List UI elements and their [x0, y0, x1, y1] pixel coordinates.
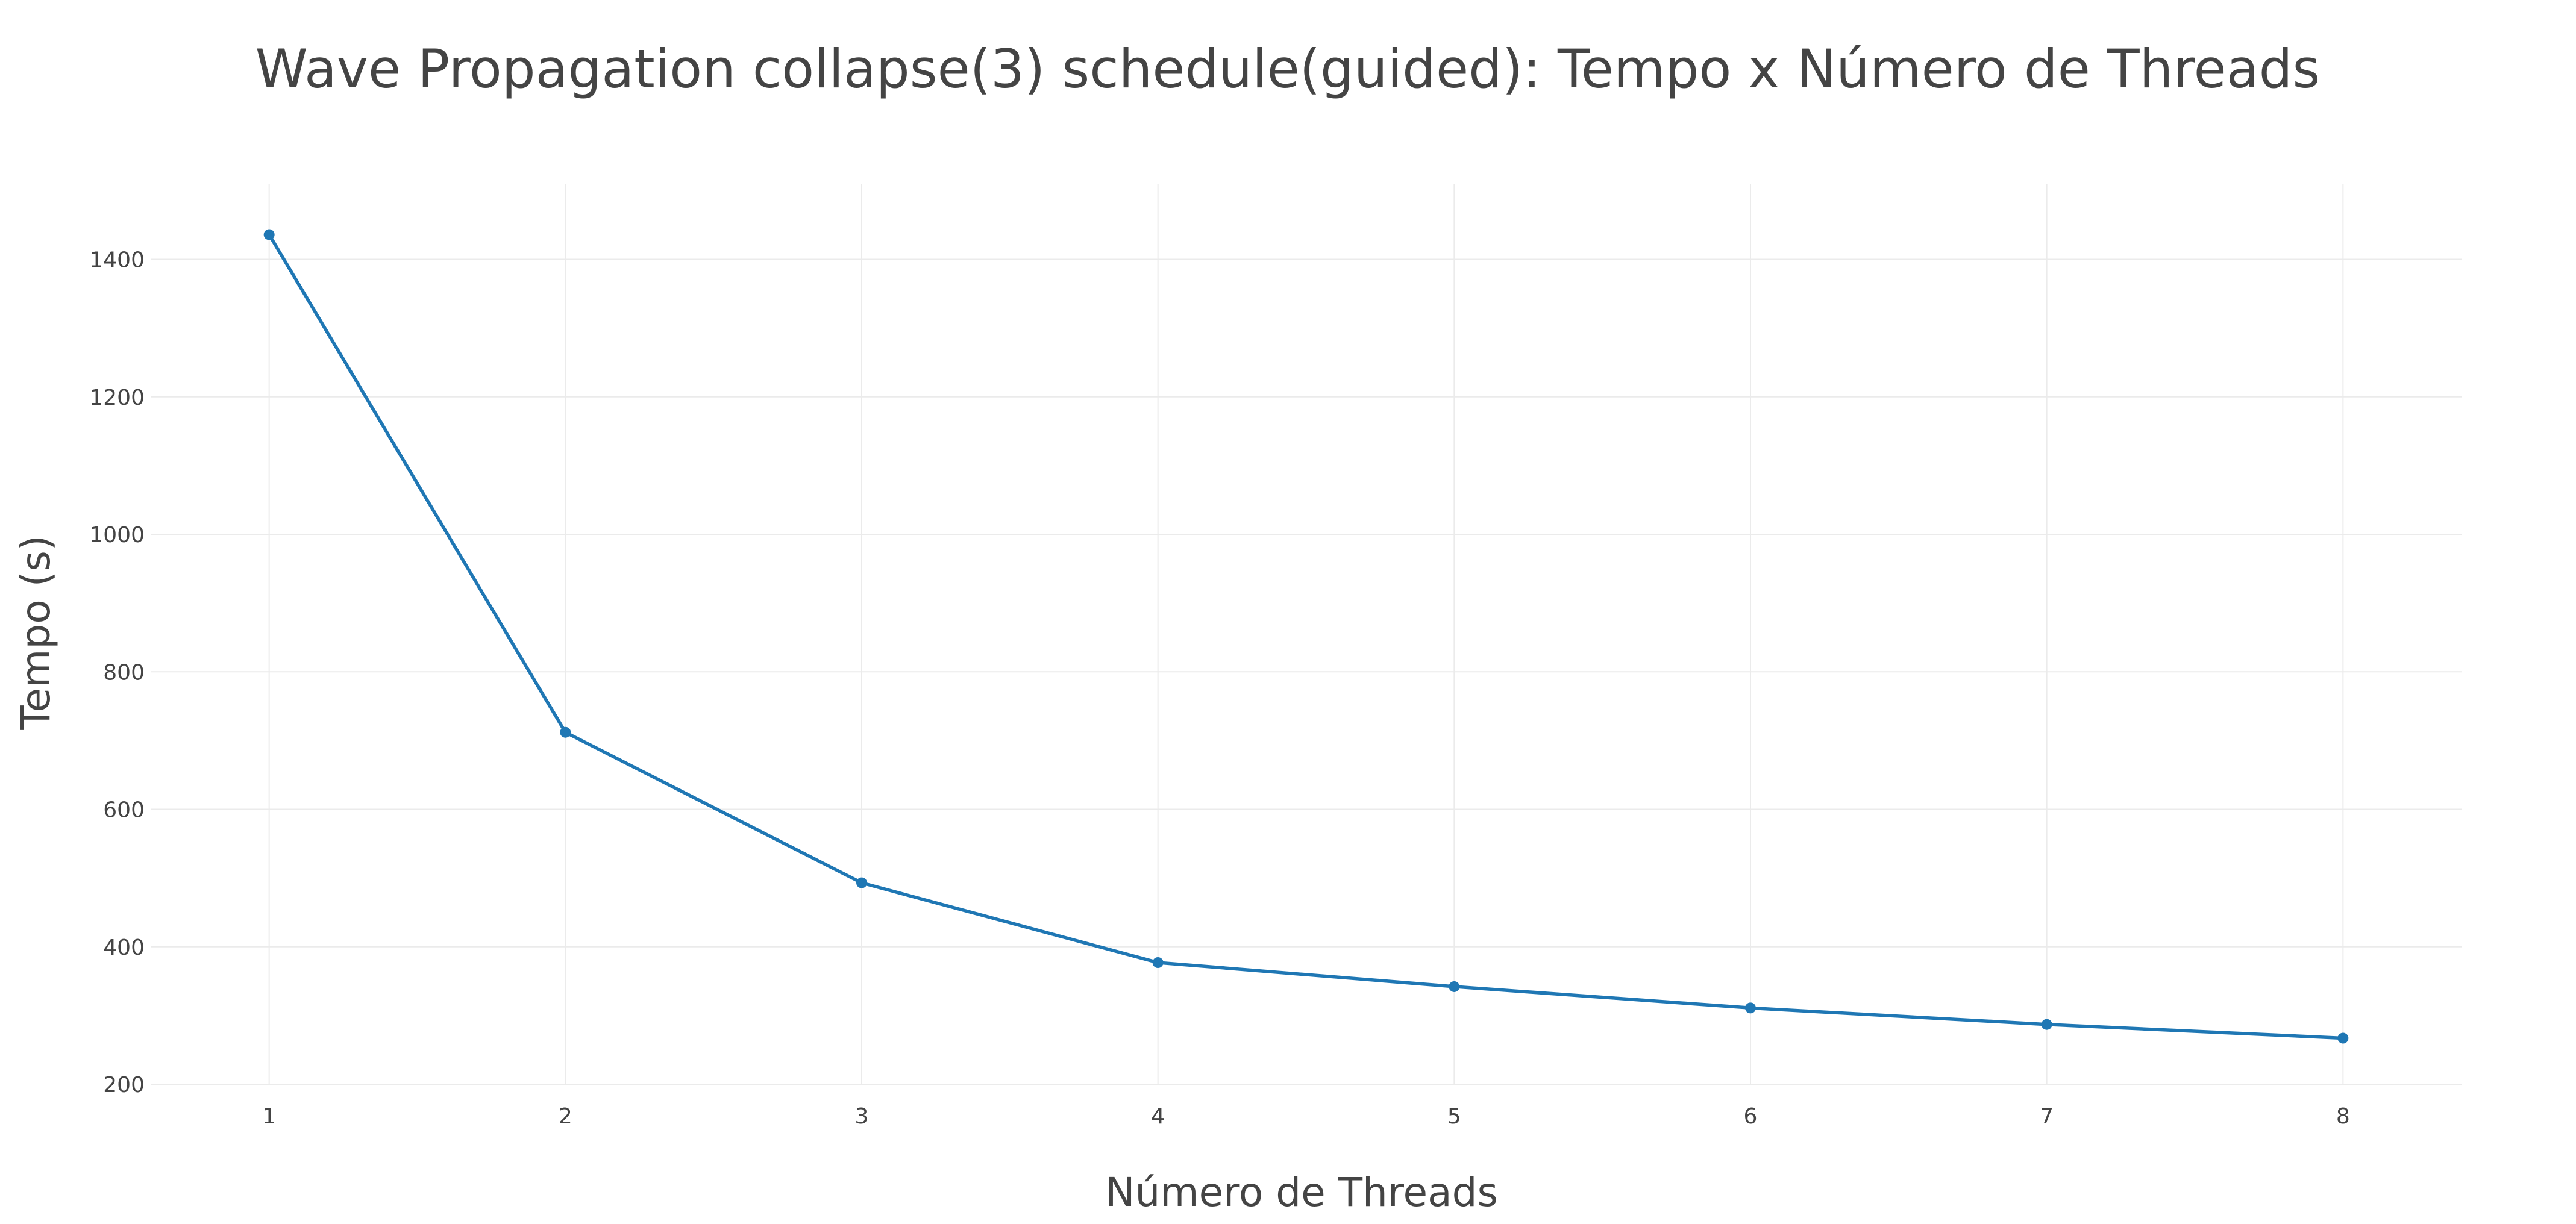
- data-point: [560, 726, 571, 738]
- y-tick-label: 600: [103, 798, 145, 823]
- x-tick-label: 8: [2336, 1104, 2350, 1129]
- y-tick-label: 1400: [89, 248, 145, 273]
- y-tick-label: 200: [103, 1073, 145, 1098]
- y-tick-label: 800: [103, 660, 145, 685]
- series-layer: [263, 229, 2349, 1044]
- y-tick-label: 400: [103, 935, 145, 960]
- tick-labels: 1 2 3 4 5 6 7 8 200 400 600 800 1000 1200 1400: [89, 248, 2349, 1129]
- x-axis-title: Número de Threads: [1105, 1169, 1498, 1216]
- x-tick-label: 1: [262, 1104, 276, 1129]
- x-tick-label: 3: [855, 1104, 869, 1129]
- y-axis-title: Tempo (s): [13, 535, 59, 730]
- x-tick-label: 5: [1447, 1104, 1461, 1129]
- data-point: [1449, 981, 1460, 992]
- data-point: [263, 229, 275, 240]
- x-tick-label: 7: [2040, 1104, 2054, 1129]
- data-point: [2337, 1032, 2349, 1044]
- data-point: [856, 877, 867, 888]
- y-tick-label: 1200: [89, 386, 145, 410]
- data-point: [1745, 1002, 1756, 1014]
- grid-lines: [151, 184, 2462, 1085]
- x-tick-label: 2: [559, 1104, 572, 1129]
- x-tick-label: 4: [1151, 1104, 1165, 1129]
- x-tick-label: 6: [1744, 1104, 1758, 1129]
- data-point: [1152, 957, 1164, 969]
- data-point: [2041, 1019, 2052, 1030]
- series-line: [268, 234, 2343, 1040]
- y-tick-label: 1000: [89, 523, 145, 548]
- chart-title: Wave Propagation collapse(3) schedule(gu…: [255, 38, 2321, 100]
